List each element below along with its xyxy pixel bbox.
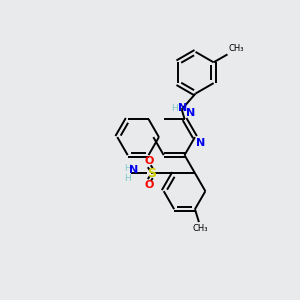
Text: H: H (171, 104, 178, 113)
Text: N: N (178, 103, 187, 113)
Text: N: N (185, 108, 195, 118)
Text: CH₃: CH₃ (192, 224, 208, 233)
Text: O: O (145, 156, 154, 166)
Text: H: H (124, 174, 131, 183)
Text: H: H (124, 164, 131, 173)
Text: N: N (129, 165, 138, 175)
Text: O: O (145, 180, 154, 190)
Text: S: S (147, 167, 156, 180)
Text: N: N (196, 138, 205, 148)
Text: CH₃: CH₃ (229, 44, 244, 53)
